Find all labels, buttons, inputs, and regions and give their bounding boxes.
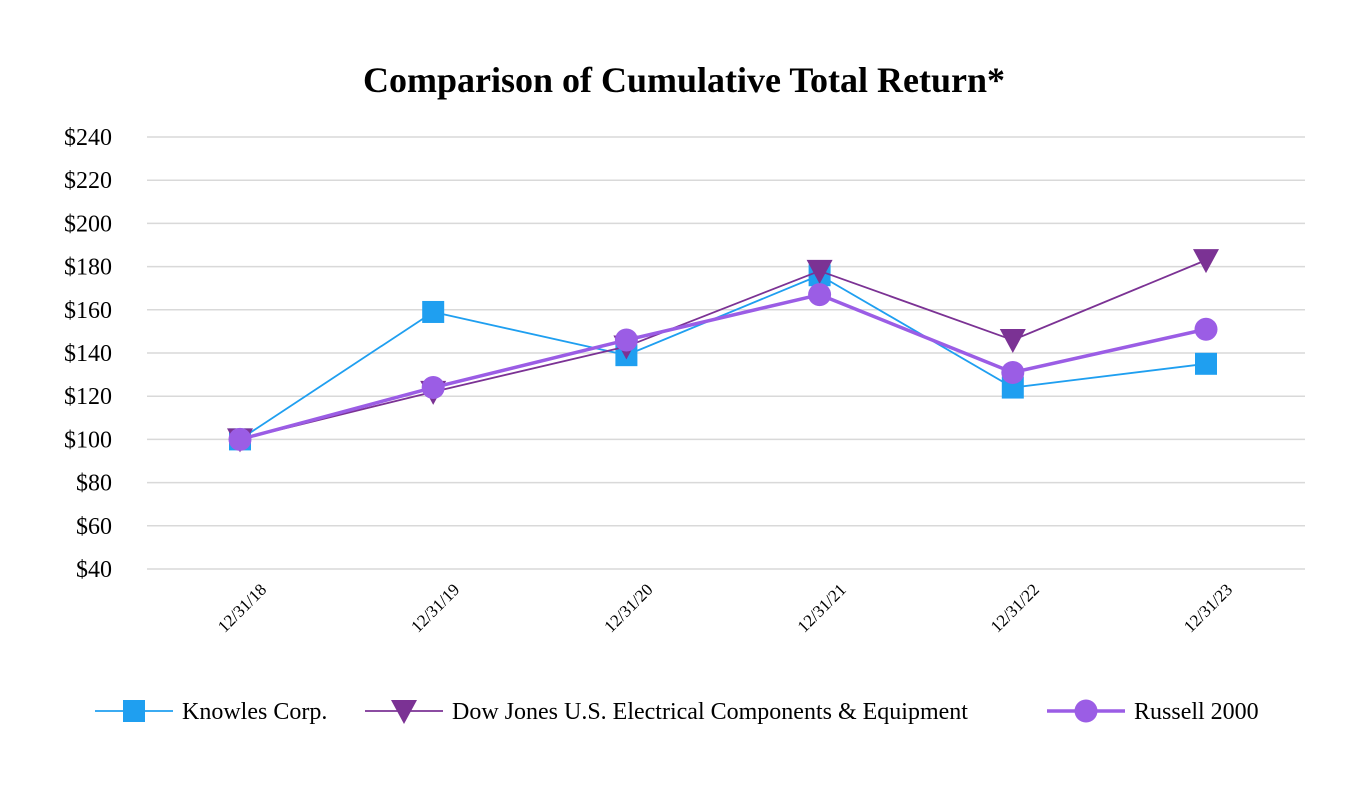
legend-label: Knowles Corp. <box>182 699 327 725</box>
data-point-marker <box>614 328 638 352</box>
x-tick-label: 12/31/23 <box>1180 580 1236 636</box>
y-tick-label: $120 <box>64 384 112 410</box>
y-tick-label: $200 <box>64 211 112 237</box>
x-tick-label: 12/31/22 <box>987 580 1043 636</box>
data-point-marker <box>422 300 445 323</box>
gridlines <box>147 136 1305 570</box>
y-tick-label: $60 <box>76 514 112 540</box>
legend-item: Russell 2000 <box>1047 699 1259 725</box>
data-point-marker <box>806 259 833 284</box>
y-tick-label: $180 <box>64 255 112 281</box>
legend-item: Knowles Corp. <box>95 699 327 725</box>
y-tick-label: $220 <box>64 168 112 194</box>
legend-marker-swatch <box>391 700 417 724</box>
x-tick-label: 12/31/20 <box>600 580 656 636</box>
data-point-marker <box>808 283 832 307</box>
legend-marker-swatch <box>1074 699 1098 723</box>
legend-item: Dow Jones U.S. Electrical Components & E… <box>365 699 968 725</box>
data-point-marker <box>999 329 1026 354</box>
y-tick-label: $160 <box>64 298 112 324</box>
y-tick-label: $40 <box>76 557 112 583</box>
series-line <box>239 259 1207 441</box>
legend-label: Dow Jones U.S. Electrical Components & E… <box>452 699 968 725</box>
y-tick-label: $80 <box>76 471 112 497</box>
chart-title: Comparison of Cumulative Total Return* <box>363 60 1005 100</box>
series-layer <box>227 249 1219 453</box>
data-point-marker <box>1193 249 1219 274</box>
x-tick-label: 12/31/19 <box>407 580 463 636</box>
y-tick-label: $240 <box>64 125 112 151</box>
y-axis: $40 $60 $80 $100 $120 $140 $160 $180 $200 $220 $24… <box>64 125 112 583</box>
series-line <box>239 274 1207 441</box>
series-line <box>239 292 1207 442</box>
legend-marker-swatch <box>123 700 145 722</box>
series-3 <box>228 283 1218 451</box>
series-1 <box>229 264 1217 451</box>
y-tick-label: $140 <box>64 341 112 367</box>
x-tick-label: 12/31/21 <box>794 580 850 636</box>
x-tick-label: 12/31/18 <box>214 580 270 636</box>
data-point-marker <box>228 427 252 451</box>
legend-label: Russell 2000 <box>1134 699 1259 725</box>
data-point-marker <box>421 376 445 400</box>
data-point-marker <box>1195 352 1217 375</box>
x-axis: 12/31/18 12/31/19 12/31/20 12/31/21 12/31/22… <box>214 580 1236 636</box>
data-point-marker <box>1194 317 1218 341</box>
data-point-marker <box>1001 360 1025 384</box>
legend: Knowles Corp. Dow Jones U.S. Electrical C… <box>95 699 1259 725</box>
y-tick-label: $100 <box>64 427 112 453</box>
